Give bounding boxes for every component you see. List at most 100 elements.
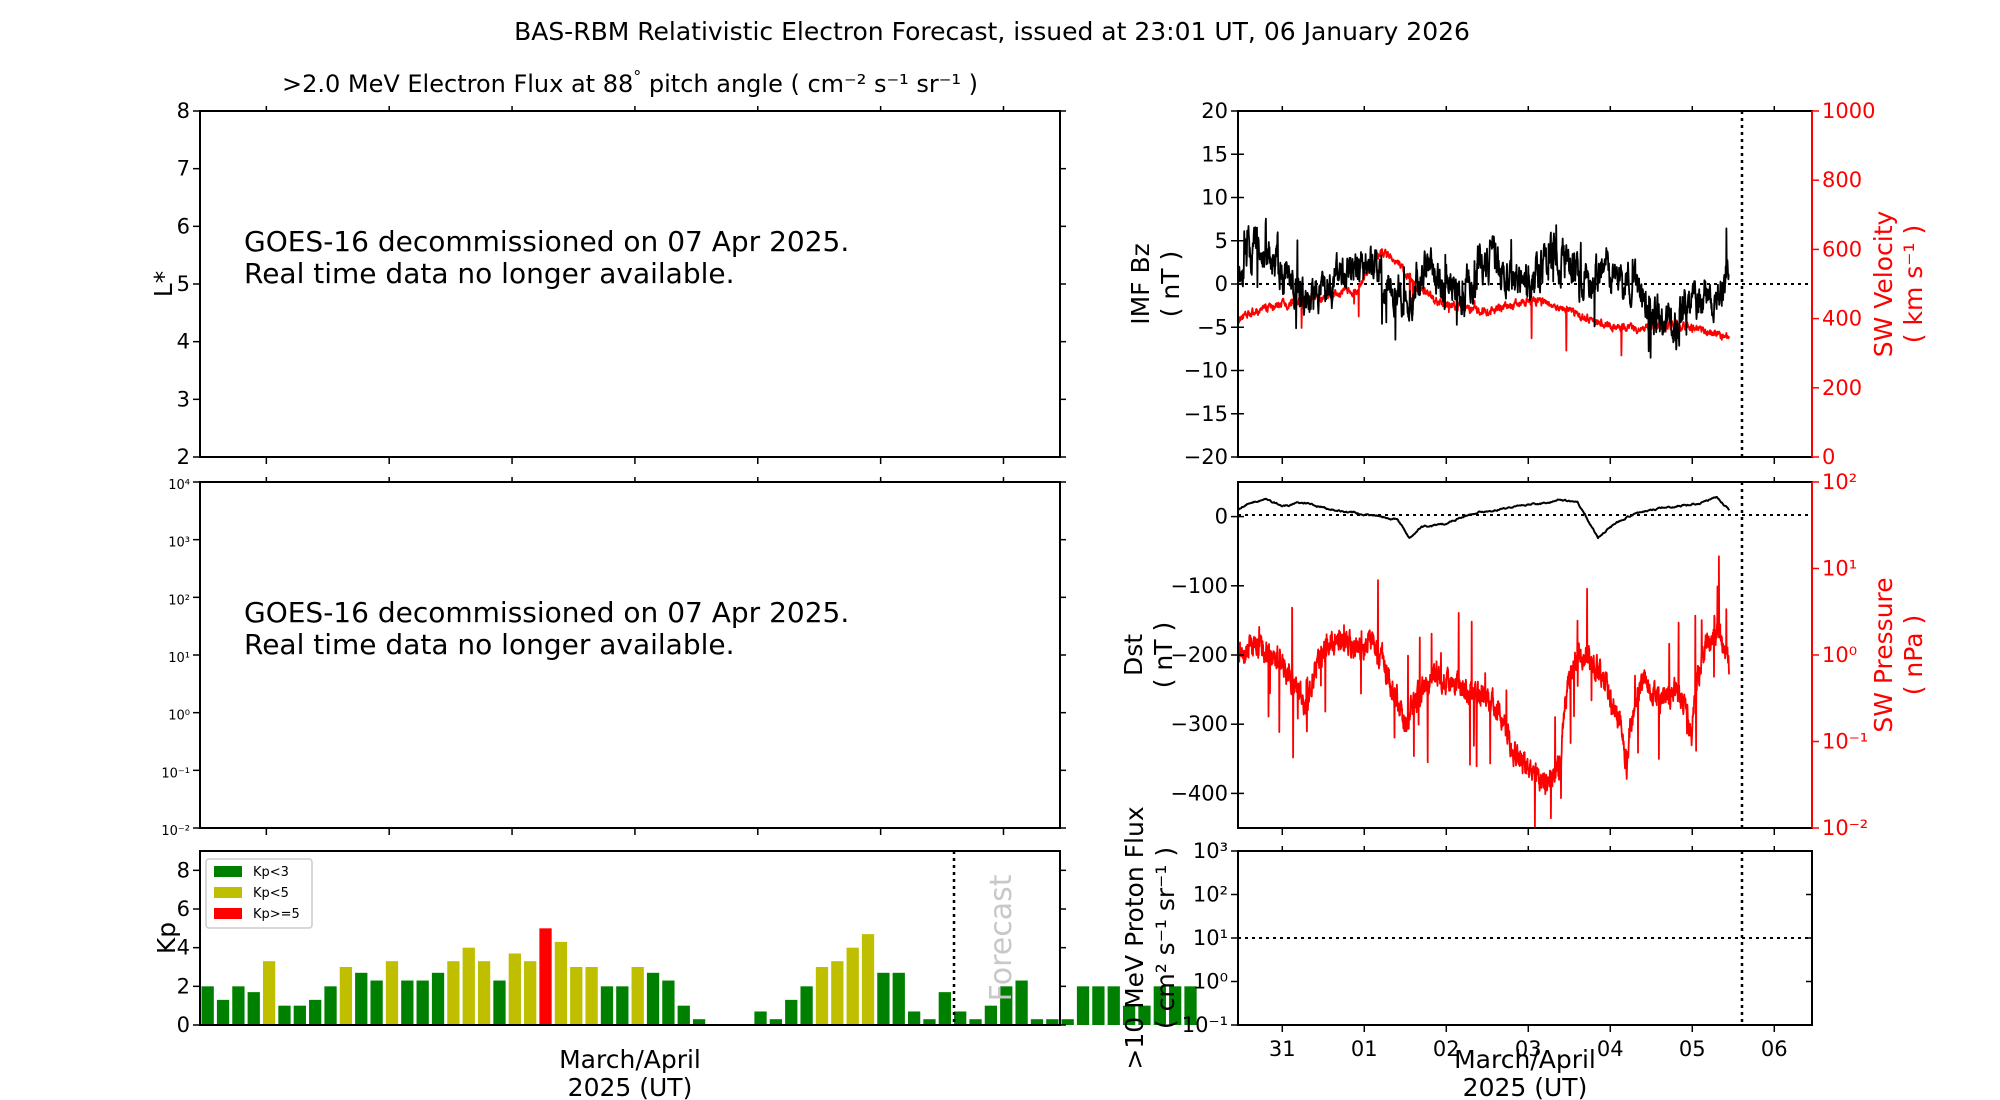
dst-yticks-label: −200 [1170,643,1228,667]
kp-bar [769,1019,783,1025]
imf-yticks-label: 0 [1215,272,1228,296]
dst-line [1237,496,1731,540]
pdyn-yticks-label: 10⁻² [1822,816,1868,840]
kp-forecast-label: Forecast [984,874,1019,1001]
proton-yticks-label: 10⁰ [1193,970,1228,994]
sw-pressure-line [1237,555,1730,829]
flux-yticks-label: 10⁰ [168,709,190,724]
kp-bar [309,999,322,1025]
kp-yticks-label: 6 [177,897,190,921]
flux-yticks-label: 10¹ [168,651,190,666]
figure-title: BAS-RBM Relativistic Electron Forecast, … [514,17,1470,46]
flux-yticks-label: 10⁻² [161,824,190,839]
kp-bar [339,967,353,1025]
kp-bar [462,947,475,1025]
kp-bar [631,967,644,1025]
lstar-yticks-label: 2 [177,445,190,469]
lstar-x-ticks [265,106,1005,464]
lstar-ylabel: L* [149,271,178,297]
kp-bar [600,986,614,1025]
proton-ylabel-line2: ( cm² s⁻¹ sr⁻¹ ) [1151,847,1180,1029]
right-xlabel-line2: 2025 (UT) [1463,1073,1588,1100]
kp-yticks-label: 2 [177,974,190,998]
kp-legend-swatch-low [214,866,242,877]
lstar-panel: >2.0 MeV Electron Flux at 88° pitch angl… [149,67,1066,469]
kp-bar [907,1011,921,1025]
flux-yticks-label: 10³ [168,536,190,551]
kp-bar [984,1005,998,1025]
sw-velocity-label-line2: ( km s⁻¹ ) [1899,225,1928,343]
kp-bar [815,967,829,1025]
kp-bar [861,934,875,1025]
sw-yticks-label: 800 [1822,168,1862,192]
lstar-notice-line1: GOES-16 decommissioned on 07 Apr 2025. [244,225,849,258]
kp-bar [754,1011,767,1025]
dst-x-ticks [1281,477,1776,835]
kp-bar [800,986,813,1025]
proton-xticks-label: 01 [1351,1037,1378,1061]
pdyn-yticks-label: 10⁰ [1822,643,1857,667]
flux-yticks-label: 10⁻¹ [161,766,190,781]
kp-bar [1046,1019,1059,1025]
kp-bar [370,980,383,1025]
kp-bar [293,1005,306,1025]
kp-bar [493,980,506,1025]
kp-bar [954,1011,967,1025]
proton-yticks-label: 10⁻¹ [1182,1013,1228,1037]
lstar-yticks-label: 4 [177,330,190,354]
proton-xticks-label: 02 [1433,1037,1460,1061]
proton-xticks-label: 31 [1269,1037,1296,1061]
imf-yticks-label: 15 [1201,142,1228,166]
kp-bar [431,972,445,1025]
kp-bar [201,986,214,1025]
kp-yticks-label: 8 [177,858,190,882]
kp-bar [355,972,368,1025]
kp-bar [385,961,399,1025]
dst-yticks-label: −100 [1170,574,1228,598]
kp-bar [416,980,429,1025]
sw-yticks-label: 1000 [1822,99,1875,123]
flux-panel: 10⁻² 10⁻¹ 10⁰ 10¹ 10² 10³ 10⁴ GOES-16 decommis… [161,477,1066,839]
lstar-notice-line2: Real time data no longer available. [244,257,735,290]
kp-bar [247,992,260,1025]
dst-ylabel-line2: ( nT ) [1149,622,1178,689]
kp-bars [201,928,1197,1025]
kp-bar [232,986,245,1025]
kp-bar [216,999,230,1025]
lstar-yticks-label: 3 [177,387,190,411]
left-xlabel-line2: 2025 (UT) [568,1073,693,1100]
kp-bar [585,967,598,1025]
kp-bar [401,980,414,1025]
kp-bar [1061,1019,1074,1025]
proton-y-axis: 10⁻¹ 10⁰ 10¹ 10² 10³ [1182,839,1812,1037]
imf-yticks-label: 5 [1215,229,1228,253]
proton-panel: 10⁻¹ 10⁰ 10¹ 10² 10³ 31 01 02 03 04 05 06 >10 MeV … [1120,806,1813,1100]
kp-bar [262,961,276,1025]
proton-ylabel-line1: >10 MeV Proton Flux [1120,806,1149,1069]
proton-yticks-label: 10¹ [1193,926,1228,950]
kp-frame [199,850,1061,1026]
sw-yticks-label: 400 [1822,307,1862,331]
kp-bar [785,999,798,1025]
lstar-yticks-label: 7 [177,157,190,181]
sw-velocity-y-axis: 0 200 400 600 800 1000 [1812,99,1875,469]
kp-legend-swatch-mid [214,887,242,898]
proton-yticks-label: 10³ [1193,839,1228,863]
kp-legend-label-mid: Kp<5 [253,886,289,901]
sw-yticks-label: 0 [1822,445,1835,469]
dst-ylabel-line1: Dst [1119,634,1148,676]
flux-yticks-label: 10⁴ [168,478,190,493]
kp-bar [1030,1019,1044,1025]
pdyn-yticks-label: 10¹ [1822,557,1857,581]
proton-xticks-label: 06 [1761,1037,1788,1061]
kp-bar [1092,986,1105,1025]
kp-bar [508,953,521,1025]
imf-yticks-label: 10 [1201,186,1228,210]
kp-bar [938,992,951,1025]
imf-yticks-label: −15 [1184,402,1228,426]
kp-bar [969,1019,982,1025]
lstar-y-axis: 2 3 4 5 6 7 8 [177,99,1066,469]
kp-bar [1169,986,1182,1025]
left-xlabel-line1: March/April [559,1045,701,1074]
kp-yticks-label: 4 [177,936,190,960]
